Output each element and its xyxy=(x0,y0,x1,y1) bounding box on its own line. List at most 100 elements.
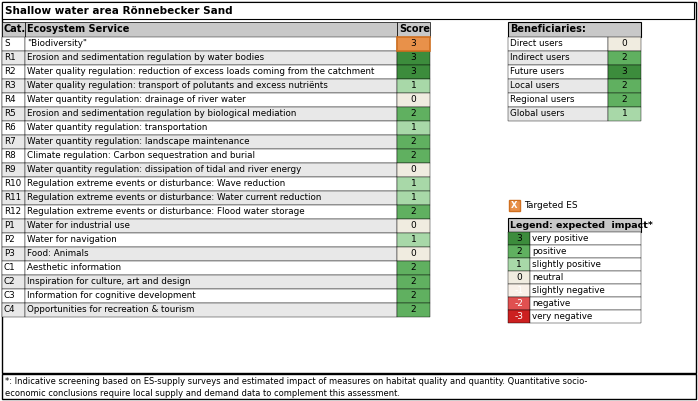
Bar xyxy=(25,219,397,233)
Bar xyxy=(2,374,696,399)
Text: 0: 0 xyxy=(622,40,628,49)
Bar xyxy=(25,303,397,317)
Text: Climate regulation: Carbon sequestration and burial: Climate regulation: Carbon sequestration… xyxy=(27,152,255,160)
Bar xyxy=(508,297,530,310)
Bar xyxy=(25,93,397,107)
Bar xyxy=(397,275,430,289)
Bar xyxy=(397,121,430,135)
Bar xyxy=(397,219,430,233)
Bar xyxy=(608,79,641,93)
Text: positive: positive xyxy=(532,247,566,256)
Text: Direct users: Direct users xyxy=(510,40,563,49)
Bar xyxy=(2,149,25,163)
Text: 2: 2 xyxy=(410,263,416,273)
Bar xyxy=(530,245,641,258)
Text: 2: 2 xyxy=(622,53,628,63)
Bar xyxy=(2,205,25,219)
Text: "Biodiversity": "Biodiversity" xyxy=(27,40,87,49)
Bar xyxy=(2,65,25,79)
Text: 3: 3 xyxy=(622,67,628,77)
Bar xyxy=(508,271,530,284)
Bar xyxy=(25,51,397,65)
Bar xyxy=(608,51,641,65)
Text: Regulation extreme events or disturbance: Wave reduction: Regulation extreme events or disturbance… xyxy=(27,180,285,188)
Bar xyxy=(397,93,430,107)
Bar xyxy=(397,22,430,37)
Text: P3: P3 xyxy=(4,249,15,259)
Text: 2: 2 xyxy=(410,109,416,119)
Text: Water quantity regulation: dissipation of tidal and river energy: Water quantity regulation: dissipation o… xyxy=(27,166,302,174)
Bar xyxy=(530,310,641,323)
Text: 0: 0 xyxy=(410,166,417,174)
Text: Score: Score xyxy=(399,24,430,34)
Bar xyxy=(608,37,641,51)
Text: Future users: Future users xyxy=(510,67,564,77)
Bar xyxy=(397,149,430,163)
Text: C1: C1 xyxy=(4,263,15,273)
Bar xyxy=(508,93,608,107)
Bar xyxy=(508,79,608,93)
Text: Legend: expected  impact*: Legend: expected impact* xyxy=(510,221,653,229)
Bar xyxy=(2,2,694,19)
Bar xyxy=(508,258,530,271)
Text: 3: 3 xyxy=(410,53,417,63)
Bar xyxy=(2,79,25,93)
Text: 0: 0 xyxy=(410,249,417,259)
Text: X: X xyxy=(511,201,518,210)
Bar xyxy=(25,65,397,79)
Bar xyxy=(397,191,430,205)
Text: 3: 3 xyxy=(410,40,417,49)
Bar xyxy=(530,271,641,284)
Text: 0: 0 xyxy=(410,221,417,231)
Text: 0: 0 xyxy=(410,95,417,105)
Text: slightly negative: slightly negative xyxy=(532,286,604,295)
Text: Water quality regulation: transport of polutants and excess nutriënts: Water quality regulation: transport of p… xyxy=(27,81,328,91)
Text: Opportunities for recreation & tourism: Opportunities for recreation & tourism xyxy=(27,306,194,314)
Text: Inspiration for culture, art and design: Inspiration for culture, art and design xyxy=(27,277,191,286)
Bar xyxy=(530,284,641,297)
Text: neutral: neutral xyxy=(532,273,563,282)
Text: Water quantity regulation: transportation: Water quantity regulation: transportatio… xyxy=(27,124,207,132)
Text: 1: 1 xyxy=(410,124,417,132)
Bar xyxy=(25,107,397,121)
Text: R6: R6 xyxy=(4,124,15,132)
Bar xyxy=(2,303,25,317)
Text: R12: R12 xyxy=(4,207,21,217)
Text: Cat.: Cat. xyxy=(4,24,26,34)
Bar xyxy=(2,275,25,289)
Bar xyxy=(25,247,397,261)
Text: Water quality regulation: reduction of excess loads coming from the catchment: Water quality regulation: reduction of e… xyxy=(27,67,374,77)
Text: Global users: Global users xyxy=(510,109,565,119)
Text: R8: R8 xyxy=(4,152,16,160)
Text: 2: 2 xyxy=(410,306,416,314)
Text: -1: -1 xyxy=(514,286,524,295)
Text: Regional users: Regional users xyxy=(510,95,574,105)
Text: Targeted ES: Targeted ES xyxy=(524,201,578,210)
Bar xyxy=(397,247,430,261)
Text: R1: R1 xyxy=(4,53,15,63)
Text: 1: 1 xyxy=(410,235,417,245)
Bar xyxy=(2,177,25,191)
Bar xyxy=(25,79,397,93)
Text: 1: 1 xyxy=(410,194,417,203)
Text: Local users: Local users xyxy=(510,81,559,91)
Bar xyxy=(397,135,430,149)
Bar xyxy=(2,135,25,149)
Text: S: S xyxy=(4,40,10,49)
Text: 2: 2 xyxy=(410,277,416,286)
Bar xyxy=(25,135,397,149)
Bar xyxy=(508,310,530,323)
Text: 1: 1 xyxy=(410,81,417,91)
Bar xyxy=(25,261,397,275)
Text: Beneficiaries:: Beneficiaries: xyxy=(510,24,586,34)
Bar xyxy=(530,258,641,271)
Bar xyxy=(508,218,641,232)
Text: Erosion and sedimentation regulation by biological mediation: Erosion and sedimentation regulation by … xyxy=(27,109,297,119)
Bar xyxy=(508,107,608,121)
Text: Water for industrial use: Water for industrial use xyxy=(27,221,130,231)
Bar xyxy=(2,93,25,107)
Bar xyxy=(25,37,397,51)
Bar xyxy=(508,232,530,245)
Text: 3: 3 xyxy=(516,234,522,243)
Bar xyxy=(508,37,608,51)
